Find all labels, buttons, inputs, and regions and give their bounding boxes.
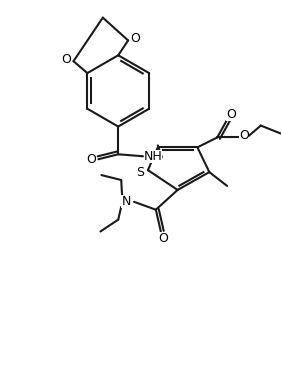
Text: N: N <box>122 195 131 208</box>
Text: S: S <box>136 166 144 178</box>
Text: O: O <box>87 153 96 166</box>
Text: O: O <box>62 53 72 66</box>
Text: O: O <box>158 232 168 245</box>
Text: NH: NH <box>144 150 162 163</box>
Text: O: O <box>226 108 236 121</box>
Text: O: O <box>130 32 140 45</box>
Text: O: O <box>239 129 249 142</box>
